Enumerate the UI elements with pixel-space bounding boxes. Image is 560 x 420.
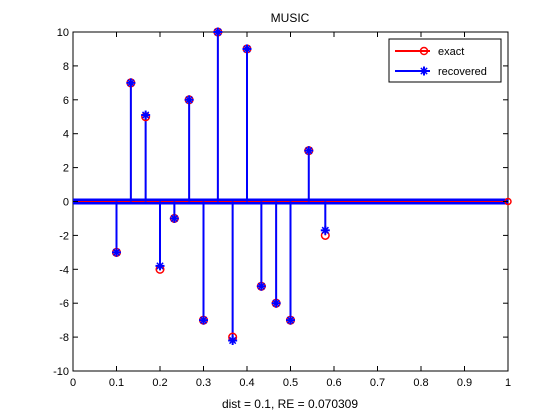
x-tick-label: 0.2 [152,377,167,389]
recovered-marker [228,335,238,345]
recovered-marker [126,78,136,88]
star-stroke [286,316,295,324]
recovered-marker [256,281,266,291]
x-tick-label: 0.1 [109,377,124,389]
y-tick-label: 10 [57,27,69,39]
star-stroke [272,299,280,307]
recovered-marker [286,315,295,325]
star-stroke [228,336,237,345]
recovered-marker [271,298,281,308]
recovered-marker [141,110,151,120]
recovered-marker [199,315,208,325]
y-tick-label: 0 [63,197,69,209]
star-stroke [214,28,222,36]
legend-recovered-marker [419,66,429,76]
legend-recovered-label: recovered [438,66,487,78]
x-tick-label: 0.5 [283,377,298,389]
x-tick-label: 0 [70,377,76,389]
star-stroke [420,67,428,75]
star-stroke [141,111,150,119]
recovered-marker [213,27,223,37]
recovered-marker [169,213,179,223]
star-stroke [185,96,193,104]
star-stroke [127,79,135,87]
y-tick-label: 4 [63,129,69,141]
star-stroke [305,146,313,155]
y-tick-label: -8 [59,332,69,344]
axis-ticks: 0 0.1 0.2 0.3 0.4 0.5 0.6 0.7 0.8 0.9 1 -10 -8 -6 -4 -2… [53,27,511,389]
recovered-marker [242,44,252,54]
y-tick-label: -6 [59,298,69,310]
legend-exact-label: exact [438,46,464,58]
y-tick-label: -4 [59,264,69,276]
legend-exact-marker [419,46,429,56]
recovered-marker [320,225,330,235]
x-axis-label: dist = 0.1, RE = 0.070309 [222,397,358,411]
x-tick-label: 0.8 [413,377,428,389]
star-stroke [243,45,251,53]
star-stroke [257,282,266,290]
x-tick-label: 0.7 [370,377,385,389]
star-stroke [321,226,329,234]
x-tick-label: 0.4 [239,377,254,389]
y-tick-label: 6 [63,95,69,107]
legend-box [388,38,502,83]
y-tick-label: -2 [59,230,69,242]
x-tick-label: 0.6 [326,377,341,389]
x-tick-label: 0.9 [457,377,472,389]
chart-title: MUSIC [271,11,310,25]
recovered-marker [304,146,314,156]
legend: exact recovered [388,38,502,83]
x-tick-label: 0.3 [196,377,211,389]
recovered-marker [155,261,165,271]
star-stroke [199,316,208,324]
star-stroke [170,214,179,223]
recovered-marker [112,247,121,257]
star-stroke [156,262,164,270]
markers [111,27,330,345]
y-tick-label: -10 [53,366,69,378]
legend-star-glyph [419,66,429,76]
y-tick-label: 8 [63,61,69,73]
star-stroke [112,248,121,257]
y-tick-label: 2 [63,163,69,175]
recovered-marker [184,95,194,105]
baseline [73,197,512,206]
x-tick-label: 1 [505,377,511,389]
